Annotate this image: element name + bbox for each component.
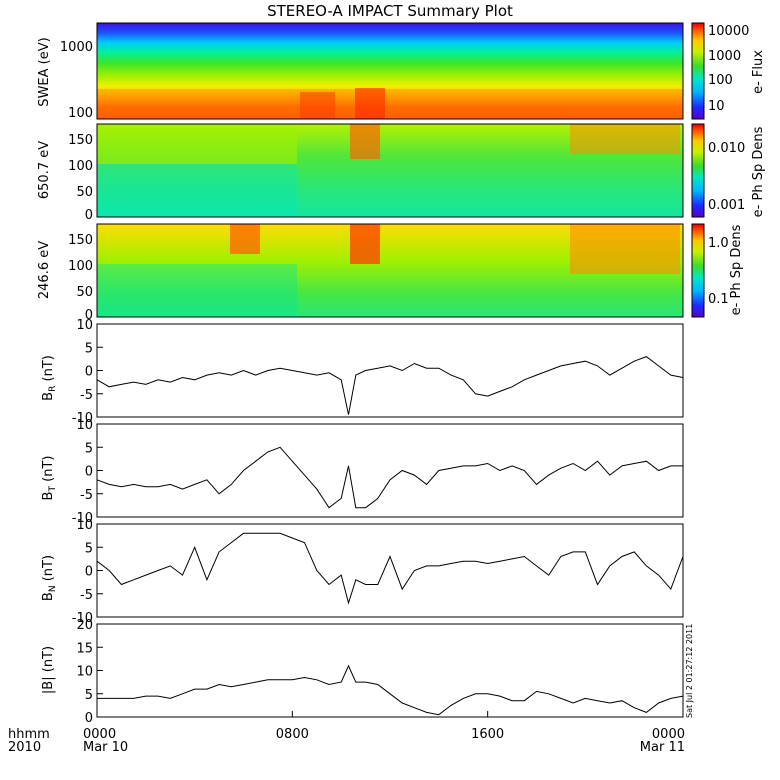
bn-yticks: 10 5 0 -5 -10 <box>72 518 103 626</box>
x-tick-label: 0000 <box>652 727 685 742</box>
bmag-ytick: 0 <box>85 711 93 726</box>
colorbar-pad-246-tick-01: 0.1 <box>708 292 729 307</box>
swea-ylabel: SWEA (eV) <box>37 37 52 106</box>
bmag-ylabel: |B| (nT) <box>41 646 56 694</box>
colorbar-pad-650-tick-0010: 0.010 <box>708 141 745 156</box>
bmag-ytick: 10 <box>76 665 93 680</box>
bmag-ytick: 15 <box>76 641 93 656</box>
bmag-panel: |B| (nT) 20 15 10 5 0 <box>41 618 684 726</box>
plot-title: STEREO-A IMPACT Summary Plot <box>267 2 513 20</box>
bmag-yticks: 20 15 10 5 0 <box>76 618 103 726</box>
pad-650-panel: 650.7 eV 150 100 50 0 <box>37 123 684 223</box>
x-tick-label: 0800 <box>276 727 309 742</box>
pad-650-ytick-0: 0 <box>85 208 93 223</box>
bn-ytick: -10 <box>72 611 93 626</box>
bt-ytick: -10 <box>72 511 93 526</box>
x-tick-label: 0000 <box>83 727 116 742</box>
bt-panel: BT (nT) 10 5 0 -5 -10 <box>41 418 684 526</box>
colorbar-pad-650-label: e- Ph Sp Dens <box>751 126 766 217</box>
timestamp: Sat Jul 2 01:27:12 2011 <box>685 624 694 718</box>
footer-hhmm: hhmm <box>8 727 50 742</box>
colorbar-flux-label: e- Flux <box>751 50 766 94</box>
br-panel: BR (nT) 10 5 0 -5 -10 <box>41 318 684 426</box>
pad-246-ylabel: 246.6 eV <box>37 241 52 299</box>
bt-ytick: -5 <box>80 488 93 503</box>
bt-ytick: 10 <box>76 418 93 433</box>
bt-ytick: 5 <box>85 441 93 456</box>
swea-ytick-1000: 1000 <box>60 40 93 55</box>
pad-650-ytick-100: 100 <box>68 159 93 174</box>
x-date-label: Mar 10 <box>83 740 128 755</box>
pad-650-ytick-150: 150 <box>68 133 93 148</box>
swea-ytick-100: 100 <box>68 106 93 121</box>
swea-panel: SWEA (eV) 1000 100 <box>37 22 684 121</box>
pad-246-panel: 246.6 eV 150 100 50 0 <box>37 223 684 323</box>
swea-spectrogram <box>97 23 683 119</box>
bn-ylabel: BN (nT) <box>41 555 58 601</box>
colorbar-pad-246-tick-10: 1.0 <box>708 236 729 251</box>
br-ytick: 0 <box>85 365 93 380</box>
pad-650-ylabel: 650.7 eV <box>37 141 52 199</box>
footer-year: 2010 <box>8 740 41 755</box>
bmag-trace <box>97 664 684 716</box>
colorbar-pad-246-label: e- Ph Sp Dens <box>729 224 744 315</box>
colorbar-flux-tick-10: 10 <box>708 99 725 114</box>
bn-ytick: -5 <box>80 588 93 603</box>
pad-650-ytick-50: 50 <box>76 185 93 200</box>
colorbar-flux-tick-10000: 10000 <box>708 24 749 39</box>
colorbar-flux: 10000 1000 100 10 e- Flux <box>691 22 766 120</box>
colorbar-pad-650: 0.010 0.001 e- Ph Sp Dens <box>691 123 766 218</box>
bt-ytick: 0 <box>85 465 93 480</box>
pad-246-ytick-150: 150 <box>68 233 93 248</box>
bt-yticks: 10 5 0 -5 -10 <box>72 418 103 526</box>
bmag-ytick: 5 <box>85 688 93 703</box>
br-ytick: -5 <box>80 388 93 403</box>
br-ytick: 5 <box>85 341 93 356</box>
bn-ytick: 0 <box>85 565 93 580</box>
bn-panel: BN (nT) 10 5 0 -5 -10 <box>41 518 684 626</box>
bn-ytick: 10 <box>76 518 93 533</box>
pad-246-ytick-0: 0 <box>85 308 93 323</box>
colorbar-flux-tick-100: 100 <box>708 73 733 88</box>
x-date-label: Mar 11 <box>640 740 685 755</box>
colorbar-pad-246: 1.0 0.1 e- Ph Sp Dens <box>691 223 744 318</box>
pad-246-ytick-50: 50 <box>76 285 93 300</box>
br-ylabel: BR (nT) <box>41 355 58 401</box>
pad-246-ytick-100: 100 <box>68 259 93 274</box>
bmag-ytick: 20 <box>76 618 93 633</box>
bt-ylabel: BT (nT) <box>41 456 58 501</box>
br-ytick: -10 <box>72 411 93 426</box>
bn-ytick: 5 <box>85 541 93 556</box>
bt-trace <box>96 446 683 509</box>
br-trace <box>96 356 684 415</box>
colorbar-flux-tick-1000: 1000 <box>708 49 741 64</box>
br-yticks: 10 5 0 -5 -10 <box>72 318 103 426</box>
br-ytick: 10 <box>76 318 93 333</box>
colorbar-pad-650-tick-0001: 0.001 <box>708 198 745 213</box>
x-tick-label: 1600 <box>471 727 504 742</box>
bn-trace <box>96 532 684 605</box>
